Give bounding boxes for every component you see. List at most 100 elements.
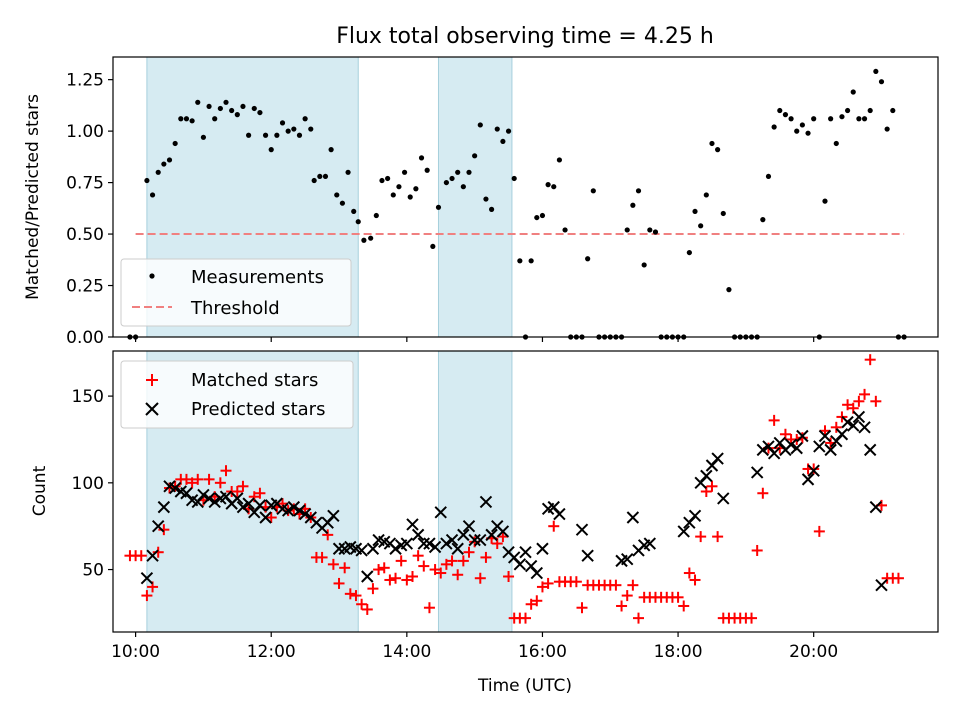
matched-star-point [627,579,639,591]
predicted-star-point [485,528,498,542]
measurement-point [839,114,845,120]
matched-star-point [474,572,486,584]
top-legend-box [120,258,352,327]
y-tick-label: 0.50 [66,225,104,245]
measurement-point [161,161,167,167]
matched-star-point [339,562,351,574]
predicted-star-point [553,507,566,521]
predicted-star-point [281,504,295,517]
measurement-point [811,116,817,122]
matched-star-point [327,558,339,570]
predicted-star-point [858,421,871,434]
measurement-point [777,107,783,114]
matched-star-point [536,581,548,593]
predicted-star-point [411,528,425,542]
measurement-point [155,169,161,175]
measurement-point [183,116,190,122]
measurement-point [361,237,367,243]
measurement-point [291,126,297,132]
measurement-point [311,177,317,184]
predicted-star-point [400,537,414,550]
predicted-star-point [468,533,481,547]
matched-star-point [395,555,407,567]
measurement-point [528,258,534,264]
predicted-star-point [298,507,312,521]
matched-star-point [706,480,718,492]
matched-star-point [683,567,695,579]
matched-star-point [633,612,645,624]
matched-star-point [853,395,865,407]
x-tick-label: 14:00 [382,642,431,662]
matched-star-point [892,572,904,584]
measurement-point [166,157,173,163]
measurement-point [308,126,314,132]
predicted-star-point [767,447,781,460]
predicted-star-point [536,542,549,555]
measurement-point [396,184,402,190]
matched-star-point [141,590,153,602]
predicted-star-point [332,542,346,555]
matched-star-point [859,388,871,400]
measurement-point [443,179,449,186]
measurement-point [206,103,212,110]
predicted-star-point [796,429,809,443]
matched-star-point [406,570,418,582]
matched-star-point [265,512,277,524]
predicted-star-point [863,443,877,457]
measurement-point [765,173,772,180]
measurement-point [585,256,591,262]
matched-star-point [746,612,758,624]
measurement-point [534,214,540,221]
predicted-star-point [417,537,430,550]
measurement-point [805,130,811,136]
measurement-point [630,202,636,208]
predicted-star-point [790,441,803,455]
legend-matched-marker [146,374,158,386]
predicted-star-point [355,544,368,557]
measurement-point [844,107,851,114]
matched-star-point [503,570,515,582]
predicted-star-point [445,533,459,547]
matched-star-point [192,473,204,485]
matched-star-point [378,562,390,574]
top-axes-frame [112,56,939,338]
x-tick-label: 16:00 [518,642,567,662]
matched-star-point [712,531,724,543]
measurement-point [334,192,340,198]
measurement-point [873,68,879,75]
predicted-star-point [140,572,154,585]
matched-star-point [316,551,328,563]
measurement-point [424,167,430,173]
predicted-star-point [479,495,493,509]
top-panel: Flux total observing time = 4.25 h 0.000… [23,24,939,348]
measurement-point [178,116,184,122]
matched-star-point [418,560,430,572]
matched-star-point [180,473,192,485]
matched-star-point [751,544,763,556]
measurement-point [856,116,862,122]
measurement-point [172,140,178,147]
predicted-star-point [801,473,815,486]
predicted-star-point [750,466,764,479]
x-tick-label: 10:00 [111,642,160,662]
predicted-star-point [366,542,380,555]
measurement-point [483,196,489,202]
matched-star-point [412,550,424,562]
matched-star-point [158,524,170,536]
measurement-point [771,124,777,130]
predicted-star-point [423,537,436,550]
predicted-star-point [626,511,640,524]
matched-star-point [768,414,780,426]
predicted-star-point [293,504,306,517]
measurement-point [850,89,856,95]
measurement-point [494,126,500,132]
predicted-star-point [457,528,470,542]
predicted-star-point [575,523,589,536]
measurement-point [268,147,274,153]
matched-star-point [525,598,537,610]
matched-star-point [135,550,147,562]
predicted-star-point [530,566,544,580]
matched-star-point [576,602,588,614]
matched-star-point [678,600,690,612]
measurement-point [477,122,483,128]
